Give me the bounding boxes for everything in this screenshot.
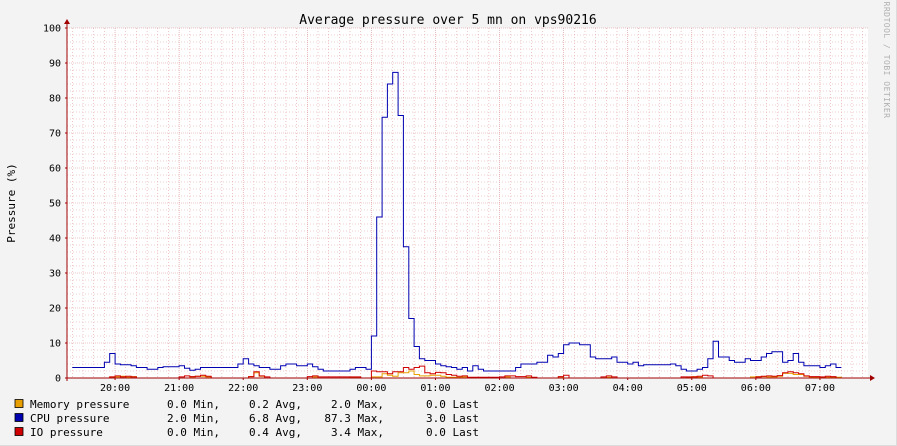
x-tick-label: 06:00 — [741, 383, 771, 394]
x-tick-label: 22:00 — [228, 383, 258, 394]
series-line-cpu-pressure — [72, 71, 842, 372]
y-tick-label: 30 — [49, 269, 61, 280]
x-tick-label: 04:00 — [613, 383, 643, 394]
x-tick-label: 07:00 — [805, 383, 835, 394]
series-line-io-pressure — [72, 365, 842, 379]
x-axis-arrow — [870, 375, 875, 381]
legend-swatch — [14, 413, 24, 422]
rrdtool-watermark: RRDTOOL / TOBI OETIKER — [882, 2, 891, 119]
legend-last: 0.0 Last — [426, 398, 479, 411]
y-tick-label: 40 — [49, 234, 61, 245]
legend-swatch — [14, 427, 24, 436]
legend: Memory pressure 0.0 Min, 0.2 Avg, 2.0 Max, 0… — [14, 398, 479, 439]
legend-last: 0.0 Last — [426, 426, 479, 439]
x-tick-label: 23:00 — [292, 383, 322, 394]
tick-labels: 0 10 20 30 40 50 60 70 80 90 100 20:00 21:00 22:00 23:… — [43, 24, 835, 395]
legend-avg: 0.2 Avg, — [249, 398, 302, 411]
chart-title: Average pressure over 5 mn on vps90216 — [299, 13, 596, 28]
legend-max: 87.3 Max, — [324, 412, 384, 425]
y-axis-arrow — [64, 19, 70, 24]
legend-avg: 0.4 Avg, — [249, 426, 302, 439]
x-tick-label: 05:00 — [677, 383, 707, 394]
legend-max: 2.0 Max, — [331, 398, 384, 411]
legend-avg: 6.8 Avg, — [249, 412, 302, 425]
legend-max: 3.4 Max, — [331, 426, 384, 439]
y-tick-label: 10 — [49, 339, 61, 350]
x-tick-label: 01:00 — [420, 383, 450, 394]
legend-series-name: IO pressure — [30, 426, 103, 439]
y-tick-label: 60 — [49, 164, 61, 175]
y-tick-label: 90 — [49, 59, 61, 70]
y-tick-label: 20 — [49, 304, 61, 315]
axes — [64, 19, 875, 381]
x-tick-label: 20:00 — [100, 383, 130, 394]
x-tick-label: 02:00 — [484, 383, 514, 394]
legend-swatch — [14, 399, 24, 408]
x-tick-label: 03:00 — [549, 383, 579, 394]
legend-last: 3.0 Last — [426, 412, 479, 425]
x-tick-label: 21:00 — [164, 383, 194, 394]
grid-lines — [67, 27, 868, 379]
y-axis-label: Pressure (%) — [5, 163, 18, 242]
y-tick-label: 0 — [55, 374, 61, 385]
x-tick-label: 00:00 — [356, 383, 386, 394]
y-tick-label: 80 — [49, 94, 61, 105]
y-tick-label: 100 — [43, 24, 61, 35]
y-tick-label: 70 — [49, 129, 61, 140]
legend-min: 0.0 Min, — [167, 426, 220, 439]
legend-series-name: CPU pressure — [30, 412, 109, 425]
legend-series-name: Memory pressure — [30, 398, 129, 411]
legend-min: 0.0 Min, — [167, 398, 220, 411]
legend-min: 2.0 Min, — [167, 412, 220, 425]
y-tick-label: 50 — [49, 199, 61, 210]
